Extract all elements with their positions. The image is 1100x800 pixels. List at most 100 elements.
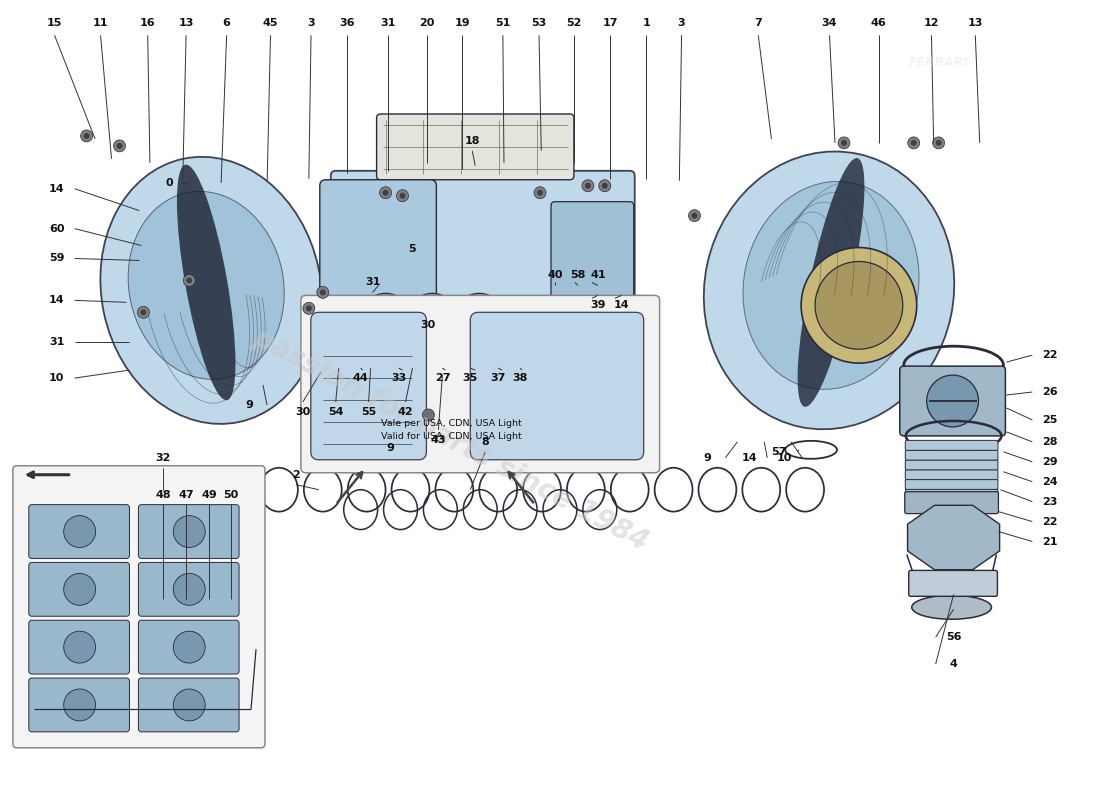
Text: 58: 58 — [570, 270, 585, 281]
Text: 14: 14 — [741, 453, 757, 462]
Text: 57: 57 — [771, 447, 786, 457]
Text: 10: 10 — [777, 453, 792, 462]
Circle shape — [359, 294, 412, 347]
FancyBboxPatch shape — [320, 180, 437, 381]
Circle shape — [571, 296, 579, 304]
Text: 59: 59 — [50, 254, 65, 263]
Text: 25: 25 — [1043, 415, 1058, 425]
FancyBboxPatch shape — [13, 466, 265, 748]
Circle shape — [461, 302, 497, 338]
Text: 53: 53 — [531, 18, 547, 28]
Circle shape — [838, 137, 850, 149]
Text: 30: 30 — [295, 407, 310, 417]
Text: 42: 42 — [398, 407, 414, 417]
Text: 52: 52 — [566, 18, 582, 28]
Text: 22: 22 — [1043, 350, 1058, 360]
Ellipse shape — [100, 157, 322, 424]
FancyBboxPatch shape — [301, 295, 660, 473]
Circle shape — [452, 294, 506, 347]
Circle shape — [692, 213, 697, 218]
Text: 0: 0 — [165, 178, 173, 188]
Text: 4: 4 — [949, 659, 957, 669]
FancyBboxPatch shape — [905, 492, 999, 514]
Circle shape — [595, 296, 603, 304]
Circle shape — [138, 306, 150, 318]
FancyBboxPatch shape — [331, 170, 635, 390]
Text: 13: 13 — [178, 18, 194, 28]
Text: 16: 16 — [140, 18, 155, 28]
Text: 3: 3 — [307, 18, 315, 28]
FancyBboxPatch shape — [311, 312, 427, 460]
Text: 3: 3 — [678, 18, 685, 28]
Text: 40: 40 — [547, 270, 563, 281]
Circle shape — [367, 302, 404, 338]
Text: 8: 8 — [482, 437, 490, 447]
Text: 49: 49 — [201, 490, 217, 500]
FancyBboxPatch shape — [29, 620, 130, 674]
Text: 14: 14 — [48, 184, 65, 194]
Circle shape — [406, 294, 460, 347]
Text: 33: 33 — [390, 373, 406, 383]
Circle shape — [64, 574, 96, 606]
Ellipse shape — [177, 165, 235, 400]
Text: FERRARI: FERRARI — [909, 56, 969, 69]
FancyBboxPatch shape — [900, 366, 1005, 436]
Text: 20: 20 — [419, 18, 435, 28]
FancyBboxPatch shape — [551, 202, 634, 379]
Circle shape — [141, 310, 146, 315]
FancyBboxPatch shape — [905, 489, 998, 499]
Text: 9: 9 — [245, 400, 253, 410]
Text: Vale per USA, CDN, USA Light
Valid for USA, CDN, USA Light: Vale per USA, CDN, USA Light Valid for U… — [381, 419, 521, 441]
FancyBboxPatch shape — [905, 460, 998, 470]
Text: 22: 22 — [1043, 517, 1058, 526]
Text: 39: 39 — [590, 300, 606, 310]
Text: 45: 45 — [263, 18, 278, 28]
Text: 35: 35 — [463, 373, 477, 383]
FancyBboxPatch shape — [29, 505, 130, 558]
Text: 10: 10 — [50, 373, 65, 383]
Text: 50: 50 — [223, 490, 239, 500]
FancyBboxPatch shape — [139, 678, 239, 732]
Text: 26: 26 — [1043, 387, 1058, 397]
Circle shape — [64, 689, 96, 721]
FancyBboxPatch shape — [29, 562, 130, 616]
Text: 51: 51 — [495, 18, 510, 28]
FancyBboxPatch shape — [139, 505, 239, 558]
Text: 41: 41 — [590, 270, 606, 281]
Text: 60: 60 — [50, 223, 65, 234]
Text: 38: 38 — [513, 373, 528, 383]
Text: 55: 55 — [361, 407, 376, 417]
Circle shape — [801, 247, 916, 363]
Circle shape — [415, 302, 450, 338]
Circle shape — [64, 631, 96, 663]
Circle shape — [911, 140, 916, 146]
Circle shape — [379, 186, 392, 198]
Text: 54: 54 — [328, 407, 343, 417]
Circle shape — [842, 140, 847, 146]
Circle shape — [302, 302, 315, 314]
FancyBboxPatch shape — [905, 450, 998, 460]
Text: 44: 44 — [353, 373, 369, 383]
FancyBboxPatch shape — [905, 470, 998, 480]
Circle shape — [815, 262, 903, 349]
Text: 13: 13 — [968, 18, 983, 28]
Text: 17: 17 — [603, 18, 618, 28]
Circle shape — [598, 180, 611, 192]
FancyBboxPatch shape — [139, 562, 239, 616]
Text: 2: 2 — [292, 470, 300, 480]
Text: 9: 9 — [704, 453, 712, 462]
Circle shape — [607, 296, 615, 304]
Circle shape — [383, 190, 388, 196]
Circle shape — [933, 137, 945, 149]
Circle shape — [113, 140, 125, 152]
FancyBboxPatch shape — [471, 312, 644, 460]
Circle shape — [619, 296, 627, 304]
Circle shape — [422, 409, 435, 421]
Circle shape — [537, 190, 543, 196]
Circle shape — [399, 193, 406, 198]
Text: 27: 27 — [434, 373, 450, 383]
Text: 5: 5 — [409, 243, 416, 254]
Circle shape — [174, 689, 206, 721]
Text: 30: 30 — [421, 320, 436, 330]
Circle shape — [184, 274, 195, 286]
